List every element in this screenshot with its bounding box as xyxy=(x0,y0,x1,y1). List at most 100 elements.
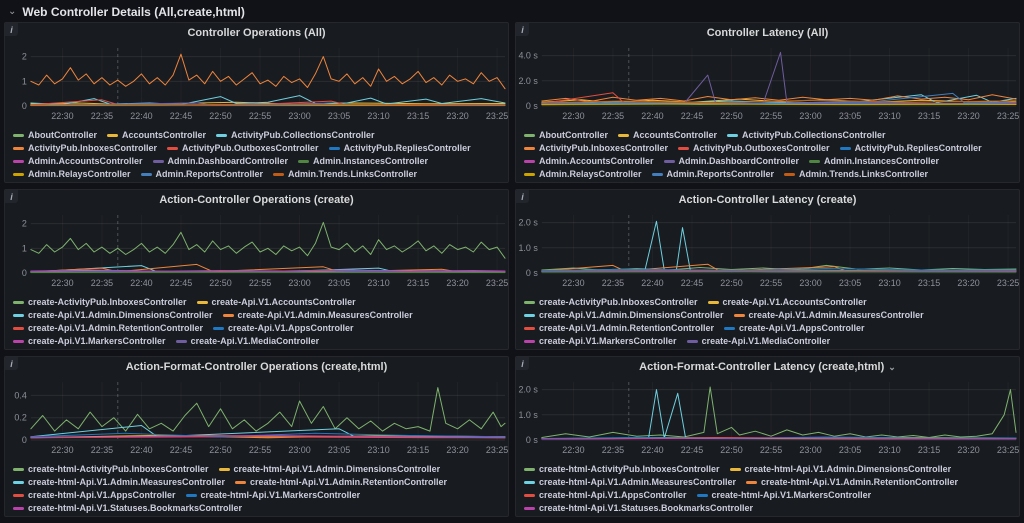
legend-item[interactable]: create-ActivityPub.InboxesController xyxy=(13,297,187,308)
legend-item[interactable]: create-Api.V1.Admin.DimensionsController xyxy=(13,310,213,321)
legend-item[interactable]: AboutController xyxy=(13,130,97,141)
legend-item[interactable]: create-ActivityPub.InboxesController xyxy=(524,297,698,308)
dashboard-row-header[interactable]: ⌄ Web Controller Details (All,create,htm… xyxy=(0,0,1024,20)
legend-item[interactable]: create-Api.V1.Admin.MeasuresController xyxy=(733,310,924,321)
legend-item[interactable]: create-html-Api.V1.Admin.DimensionsContr… xyxy=(729,464,951,475)
x-axis-tick-label: 22:40 xyxy=(130,278,152,288)
x-axis-tick-label: 23:00 xyxy=(288,445,310,455)
panel-title-text: Action-Controller Operations (create) xyxy=(159,194,354,206)
legend-item[interactable]: ActivityPub.OutboxesController xyxy=(167,143,319,154)
panel-info-icon[interactable]: i xyxy=(516,190,529,203)
x-axis-tick-label: 22:45 xyxy=(170,445,192,455)
panel-info-icon[interactable]: i xyxy=(516,357,529,370)
timeseries-chart[interactable]: 22:30 22:35 22:40 22:45 22:50 22:55 23:00 23:05… xyxy=(5,43,508,129)
series-color-marker-icon xyxy=(175,340,187,343)
panel-title[interactable]: Action-Format-Controller Operations (cre… xyxy=(5,357,508,377)
series-color-marker-icon xyxy=(729,468,741,471)
panel-info-icon[interactable]: i xyxy=(5,23,18,36)
timeseries-chart[interactable]: 22:30 22:35 22:40 22:45 22:50 22:55 23:00 23:05… xyxy=(5,377,508,463)
x-axis-tick-label: 22:55 xyxy=(760,445,782,455)
legend-item[interactable]: Admin.AccountsController xyxy=(524,156,654,167)
timeseries-chart[interactable]: 22:30 22:35 22:40 22:45 22:50 22:55 23:00 23:05… xyxy=(5,210,508,296)
legend-item[interactable]: Admin.AccountsController xyxy=(13,156,143,167)
legend-item[interactable]: create-Api.V1.AccountsController xyxy=(196,297,356,308)
x-axis-tick-label: 23:10 xyxy=(367,445,389,455)
legend-item[interactable]: create-html-Api.V1.Admin.DimensionsContr… xyxy=(218,464,440,475)
legend-item[interactable]: create-Api.V1.MarkersController xyxy=(524,336,677,347)
legend-item[interactable]: create-html-Api.V1.Admin.MeasuresControl… xyxy=(524,477,736,488)
y-axis-tick-label: 0.4 xyxy=(14,390,26,400)
timeseries-chart[interactable]: 22:30 22:35 22:40 22:45 22:50 22:55 23:00 23:05… xyxy=(516,43,1019,129)
legend-item[interactable]: ActivityPub.RepliesController xyxy=(328,143,471,154)
legend-item[interactable]: create-html-Api.V1.Statuses.BookmarksCon… xyxy=(13,503,242,514)
legend-item[interactable]: Admin.Trends.LinksController xyxy=(273,169,417,180)
legend-item[interactable]: ActivityPub.InboxesController xyxy=(524,143,668,154)
legend-label: Admin.Trends.LinksController xyxy=(799,169,929,179)
legend-item[interactable]: Admin.RelaysController xyxy=(524,169,642,180)
legend-item[interactable]: AccountsController xyxy=(618,130,717,141)
x-axis-tick-label: 22:45 xyxy=(170,111,192,121)
series-color-marker-icon xyxy=(696,494,708,497)
legend-item[interactable]: create-Api.V1.AppsController xyxy=(213,323,354,334)
panel-action-format-controller-latency: i Action-Format-Controller Latency (crea… xyxy=(515,356,1020,517)
legend-label: Admin.Trends.LinksController xyxy=(288,169,418,179)
panel-title[interactable]: Action-Controller Latency (create) xyxy=(516,190,1019,210)
series-color-marker-icon xyxy=(107,134,118,137)
legend-item[interactable]: create-Api.V1.Admin.RetentionController xyxy=(13,323,203,334)
timeseries-chart[interactable]: 22:30 22:35 22:40 22:45 22:50 22:55 23:00 23:05… xyxy=(516,210,1019,296)
x-axis-tick-label: 22:45 xyxy=(170,278,192,288)
legend-item[interactable]: create-Api.V1.Admin.MeasuresController xyxy=(222,310,413,321)
legend-item[interactable]: create-html-Api.V1.Admin.MeasuresControl… xyxy=(13,477,225,488)
legend-item[interactable]: Admin.InstancesController xyxy=(298,156,428,167)
panel-info-icon[interactable]: i xyxy=(5,190,18,203)
y-axis-tick-label: 2 xyxy=(22,219,27,229)
legend-item[interactable]: create-html-Api.V1.MarkersController xyxy=(185,490,360,501)
x-axis-tick-label: 23:20 xyxy=(446,278,468,288)
legend-label: ActivityPub.CollectionsController xyxy=(231,130,375,140)
x-axis-tick-label: 23:00 xyxy=(799,278,821,288)
legend-label: ActivityPub.InboxesController xyxy=(539,143,669,153)
legend-item[interactable]: Admin.Trends.LinksController xyxy=(784,169,928,180)
legend-label: create-Api.V1.AppsController xyxy=(228,323,354,333)
legend-item[interactable]: create-html-Api.V1.MarkersController xyxy=(696,490,871,501)
legend-item[interactable]: Admin.DashboardController xyxy=(663,156,799,167)
legend-item[interactable]: create-Api.V1.MediaController xyxy=(175,336,319,347)
legend-item[interactable]: create-Api.V1.MediaController xyxy=(686,336,830,347)
legend-item[interactable]: AccountsController xyxy=(107,130,206,141)
legend-item[interactable]: create-html-Api.V1.Admin.RetentionContro… xyxy=(746,477,958,488)
timeseries-chart[interactable]: 22:30 22:35 22:40 22:45 22:50 22:55 23:00 23:05… xyxy=(516,377,1019,463)
legend-item[interactable]: Admin.ReportsController xyxy=(140,169,263,180)
panel-info-icon[interactable]: i xyxy=(5,357,18,370)
legend-item[interactable]: Admin.ReportsController xyxy=(651,169,774,180)
legend-item[interactable]: create-html-ActivityPub.InboxesControlle… xyxy=(524,464,720,475)
panel-action-format-controller-operations: i Action-Format-Controller Operations (c… xyxy=(4,356,509,517)
legend-item[interactable]: ActivityPub.InboxesController xyxy=(13,143,157,154)
series-color-marker-icon xyxy=(839,147,851,150)
panel-info-icon[interactable]: i xyxy=(516,23,529,36)
legend-label: AccountsController xyxy=(633,130,718,140)
panel-title[interactable]: Action-Controller Operations (create) xyxy=(5,190,508,210)
panel-title[interactable]: Action-Format-Controller Latency (create… xyxy=(516,357,1019,377)
x-axis-tick-label: 23:10 xyxy=(878,111,900,121)
legend-item[interactable]: AboutController xyxy=(524,130,608,141)
legend-item[interactable]: ActivityPub.CollectionsController xyxy=(727,130,886,141)
panel-title[interactable]: Controller Latency (All) xyxy=(516,23,1019,43)
legend-item[interactable]: ActivityPub.OutboxesController xyxy=(678,143,830,154)
legend-item[interactable]: create-html-Api.V1.AppsController xyxy=(13,490,176,501)
legend-item[interactable]: create-Api.V1.MarkersController xyxy=(13,336,166,347)
legend-item[interactable]: Admin.RelaysController xyxy=(13,169,131,180)
legend-item[interactable]: ActivityPub.CollectionsController xyxy=(216,130,375,141)
legend-item[interactable]: Admin.DashboardController xyxy=(152,156,288,167)
series-color-marker-icon xyxy=(651,173,663,176)
legend-item[interactable]: create-html-Api.V1.Statuses.BookmarksCon… xyxy=(524,503,753,514)
legend-item[interactable]: create-html-Api.V1.AppsController xyxy=(524,490,687,501)
legend-item[interactable]: create-Api.V1.Admin.DimensionsController xyxy=(524,310,724,321)
legend-item[interactable]: create-Api.V1.Admin.RetentionController xyxy=(524,323,714,334)
legend-item[interactable]: ActivityPub.RepliesController xyxy=(839,143,982,154)
legend-item[interactable]: create-Api.V1.AccountsController xyxy=(707,297,867,308)
legend-item[interactable]: create-html-Api.V1.Admin.RetentionContro… xyxy=(235,477,447,488)
legend-item[interactable]: create-Api.V1.AppsController xyxy=(724,323,865,334)
legend-item[interactable]: Admin.InstancesController xyxy=(809,156,939,167)
panel-title[interactable]: Controller Operations (All) xyxy=(5,23,508,43)
legend-item[interactable]: create-html-ActivityPub.InboxesControlle… xyxy=(13,464,209,475)
